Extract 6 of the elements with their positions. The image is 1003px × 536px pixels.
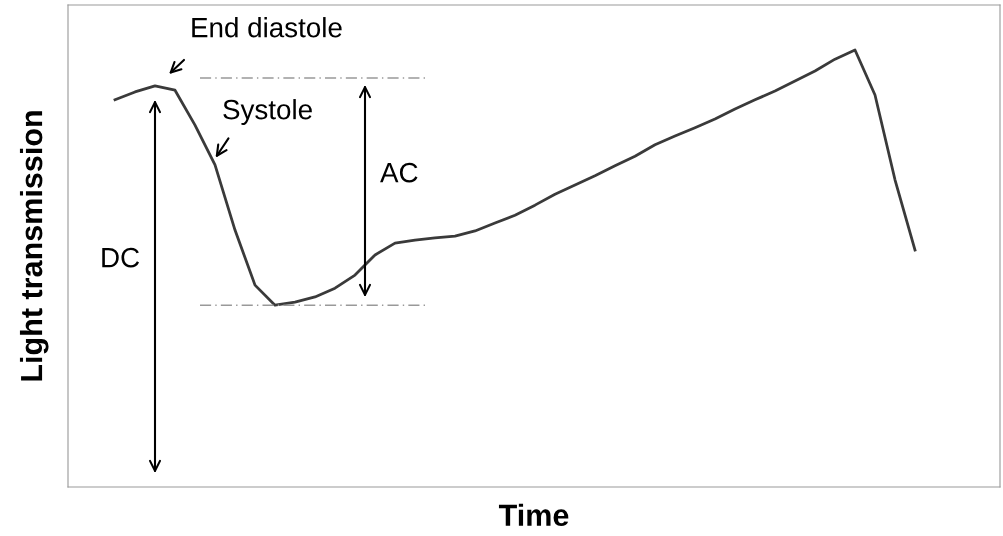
annotation: AC	[380, 162, 418, 183]
x-axis-title: Time	[498, 503, 569, 527]
annotation: DC	[102, 247, 140, 268]
y-axis-title: Light transmission	[19, 111, 49, 381]
annotation: Systole	[223, 99, 312, 125]
text: End diastole	[192, 17, 342, 38]
